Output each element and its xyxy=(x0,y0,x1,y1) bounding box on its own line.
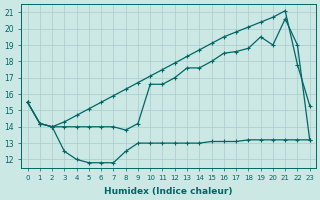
X-axis label: Humidex (Indice chaleur): Humidex (Indice chaleur) xyxy=(104,187,233,196)
